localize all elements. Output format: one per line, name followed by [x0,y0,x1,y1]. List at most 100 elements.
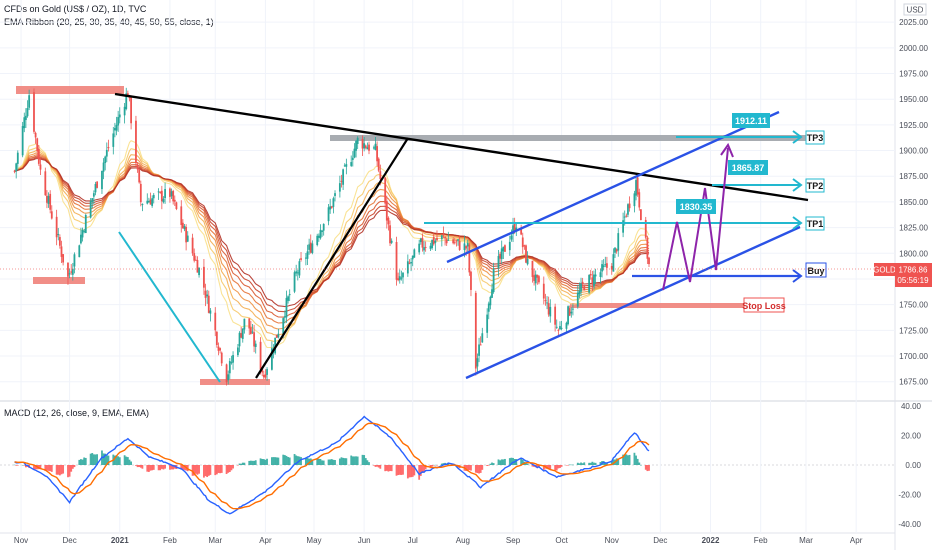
support-zone-left[interactable] [33,277,85,284]
stop-loss-box[interactable]: Stop Loss [742,297,786,313]
candle-body [296,272,299,274]
macd-hist-bar [240,463,243,465]
ema-ribbon-line [14,156,650,313]
candle-body [445,239,448,244]
macd-hist-bar [249,460,252,465]
candle-body [470,271,472,290]
candle-body [209,310,212,314]
time-tick-label: 2021 [111,536,129,545]
macd-hist-bar [521,459,524,465]
candle-body [497,255,500,270]
macd-hist-bar [209,465,212,475]
candle-body [309,242,312,253]
candle-body [118,114,121,118]
candle-body [329,206,332,210]
tag-1830[interactable]: 1830.35 [676,199,716,214]
macd-hist-bar [159,465,162,471]
candle-body [194,259,197,261]
macd-hist-bar [49,465,52,472]
macd-hist-bar [162,465,165,470]
macd-hist-bar [169,465,171,470]
macd-hist-bar [23,465,26,466]
tp3-box[interactable]: TP3 [805,130,825,145]
symbol-legend[interactable]: CFDs on Gold (US$ / OZ), 1D, TVC [4,4,147,14]
candle-body [71,268,74,275]
candle-body [648,257,650,265]
macd-hist-bar [39,465,42,470]
macd-hist-bar [89,453,92,465]
candle-body [604,264,607,266]
channel-lower-line[interactable] [465,225,801,380]
macd-line [14,415,650,515]
macd-hist-bar [508,458,511,465]
macd-hist-bar [442,463,445,465]
resistance-zone[interactable] [16,86,124,94]
buy-box[interactable]: Buy [805,262,827,278]
candle-body [342,169,345,185]
macd-hist-bar [340,457,343,465]
resistance-band[interactable] [330,135,808,141]
support-zone-bottom[interactable] [200,379,270,385]
macd-hist-bar [296,456,299,465]
macd-hist-bar [510,457,513,465]
grid [0,0,895,533]
candle-body [240,333,243,338]
candle-body [33,92,35,132]
candle-body [411,255,414,260]
macd-hist-bar [565,465,568,466]
ema-ribbon-line [14,150,650,336]
macd-hist-bar [238,463,241,465]
macd-hist-bar [67,465,69,478]
macd-hist-bar [502,459,505,465]
buy-label: Buy [807,266,824,276]
macd-hist-bar [406,465,409,479]
downtrend-line[interactable] [114,92,809,202]
macd-hist-bar [330,459,333,465]
candle-body [591,277,594,284]
candle-body [248,318,251,329]
tp2-box[interactable]: TP2 [805,178,825,193]
tp1-box[interactable]: TP1 [805,216,825,231]
price-axis: 2025.00 2000.00 1975.00 1950.00 1925.00 1900.… [899,18,928,387]
uptrend-line[interactable] [255,137,409,379]
candle-body [413,249,416,258]
price-tick-label: 1700.00 [899,352,928,361]
candle-body [228,361,231,374]
macd-hist-bar [623,454,626,465]
macd-hist-bar [288,457,291,465]
tag-1865[interactable]: 1865.87 [728,160,768,175]
candle-body [340,180,343,182]
candle-body [16,152,19,164]
macd-hist-bar [478,465,480,474]
macd-hist-bar [282,454,285,465]
candle-body [610,265,613,270]
candle-body [146,200,149,204]
candle-body [149,199,152,205]
macd-hist-bar [434,464,437,466]
currency-box[interactable] [903,3,927,16]
candle-body [298,261,301,276]
candle-body [317,235,320,238]
decline-line[interactable] [118,231,221,383]
projected-path[interactable] [662,147,729,291]
candle-body [536,274,539,278]
last-price-tag[interactable]: GOLD 1786.86 05:56:19 [873,263,932,287]
stop-loss-zone[interactable] [570,303,772,308]
macd-hist-bar [128,459,131,465]
candle-body [58,237,61,246]
macd-hist-bar [578,463,581,465]
macd-hist-bar [253,460,255,465]
candle-body [576,292,579,307]
tag-1912[interactable]: 1912.11 [732,113,770,128]
macd-legend[interactable]: MACD (12, 26, close, 9, EMA, EMA) [4,408,149,418]
macd-hist-bar [628,454,631,465]
candle-body [308,244,311,250]
candle-body [410,261,412,264]
macd-hist-bar [138,465,141,467]
candle-body [549,306,552,317]
candle-body [117,117,120,126]
candle-body [546,302,548,304]
candle-body [191,237,194,254]
macd-hist-bar [476,465,479,474]
